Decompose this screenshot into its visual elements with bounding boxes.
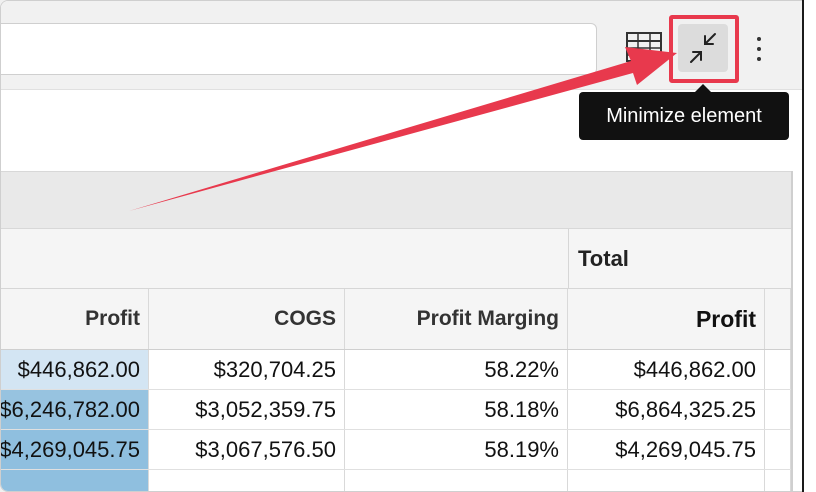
table-cell[interactable]: $3,052,359.75 xyxy=(149,390,345,429)
column-header[interactable]: Profit xyxy=(568,289,765,349)
table-row: $4,269,045.75 $3,067,576.50 58.19% $4,26… xyxy=(1,430,791,470)
column-header[interactable]: Profit xyxy=(1,289,149,349)
table-view-icon xyxy=(626,32,662,62)
table-cell[interactable]: 58.19% xyxy=(345,430,568,469)
table-cell[interactable]: $4,269,045.75 xyxy=(1,430,149,469)
table-right-border xyxy=(791,171,793,491)
table-cell xyxy=(765,430,791,469)
column-group-header-row: Total xyxy=(1,229,791,289)
table-title-band xyxy=(1,171,791,229)
table-cell[interactable]: $446,862.00 xyxy=(568,350,765,389)
element-toolbar xyxy=(1,1,803,89)
minimize-arrows-icon xyxy=(690,33,716,63)
search-input[interactable] xyxy=(1,23,597,75)
annotation-highlight-box xyxy=(669,15,739,83)
table-cell xyxy=(765,350,791,389)
table-cell[interactable]: $6,864,325.25 xyxy=(568,390,765,429)
table-cell[interactable]: $4,269,045.75 xyxy=(568,430,765,469)
table-row: $446,862.00 $320,704.25 58.22% $446,862.… xyxy=(1,350,791,390)
tooltip: Minimize element xyxy=(579,84,789,140)
column-header[interactable]: Profit Marging xyxy=(345,289,568,349)
table-cell[interactable]: 58.22% xyxy=(345,350,568,389)
column-header-row: Profit COGS Profit Marging Profit xyxy=(1,289,791,350)
group-header-total: Total xyxy=(568,229,791,289)
scroll-edge xyxy=(802,0,816,492)
table-cell xyxy=(765,470,791,491)
more-vertical-icon xyxy=(757,37,761,41)
table-cell[interactable]: $6,246,782.00 xyxy=(1,390,149,429)
table-cell xyxy=(765,390,791,429)
more-options-button[interactable] xyxy=(749,29,769,69)
table-cell[interactable]: 58.18% xyxy=(345,390,568,429)
more-dot xyxy=(757,57,761,61)
table-cell xyxy=(149,470,345,491)
table-cell[interactable]: $320,704.25 xyxy=(149,350,345,389)
table-view-button[interactable] xyxy=(623,27,665,67)
table-cell xyxy=(1,470,149,491)
table-row: $6,246,782.00 $3,052,359.75 58.18% $6,86… xyxy=(1,390,791,430)
table-cell xyxy=(345,470,568,491)
column-header[interactable]: COGS xyxy=(149,289,345,349)
table-cell[interactable]: $446,862.00 xyxy=(1,350,149,389)
column-header-empty xyxy=(765,289,791,349)
minimize-element-button[interactable] xyxy=(678,24,728,72)
more-dot xyxy=(757,47,761,51)
table-cell[interactable]: $3,067,576.50 xyxy=(149,430,345,469)
table-cell xyxy=(568,470,765,491)
table-row-partial xyxy=(1,470,791,491)
